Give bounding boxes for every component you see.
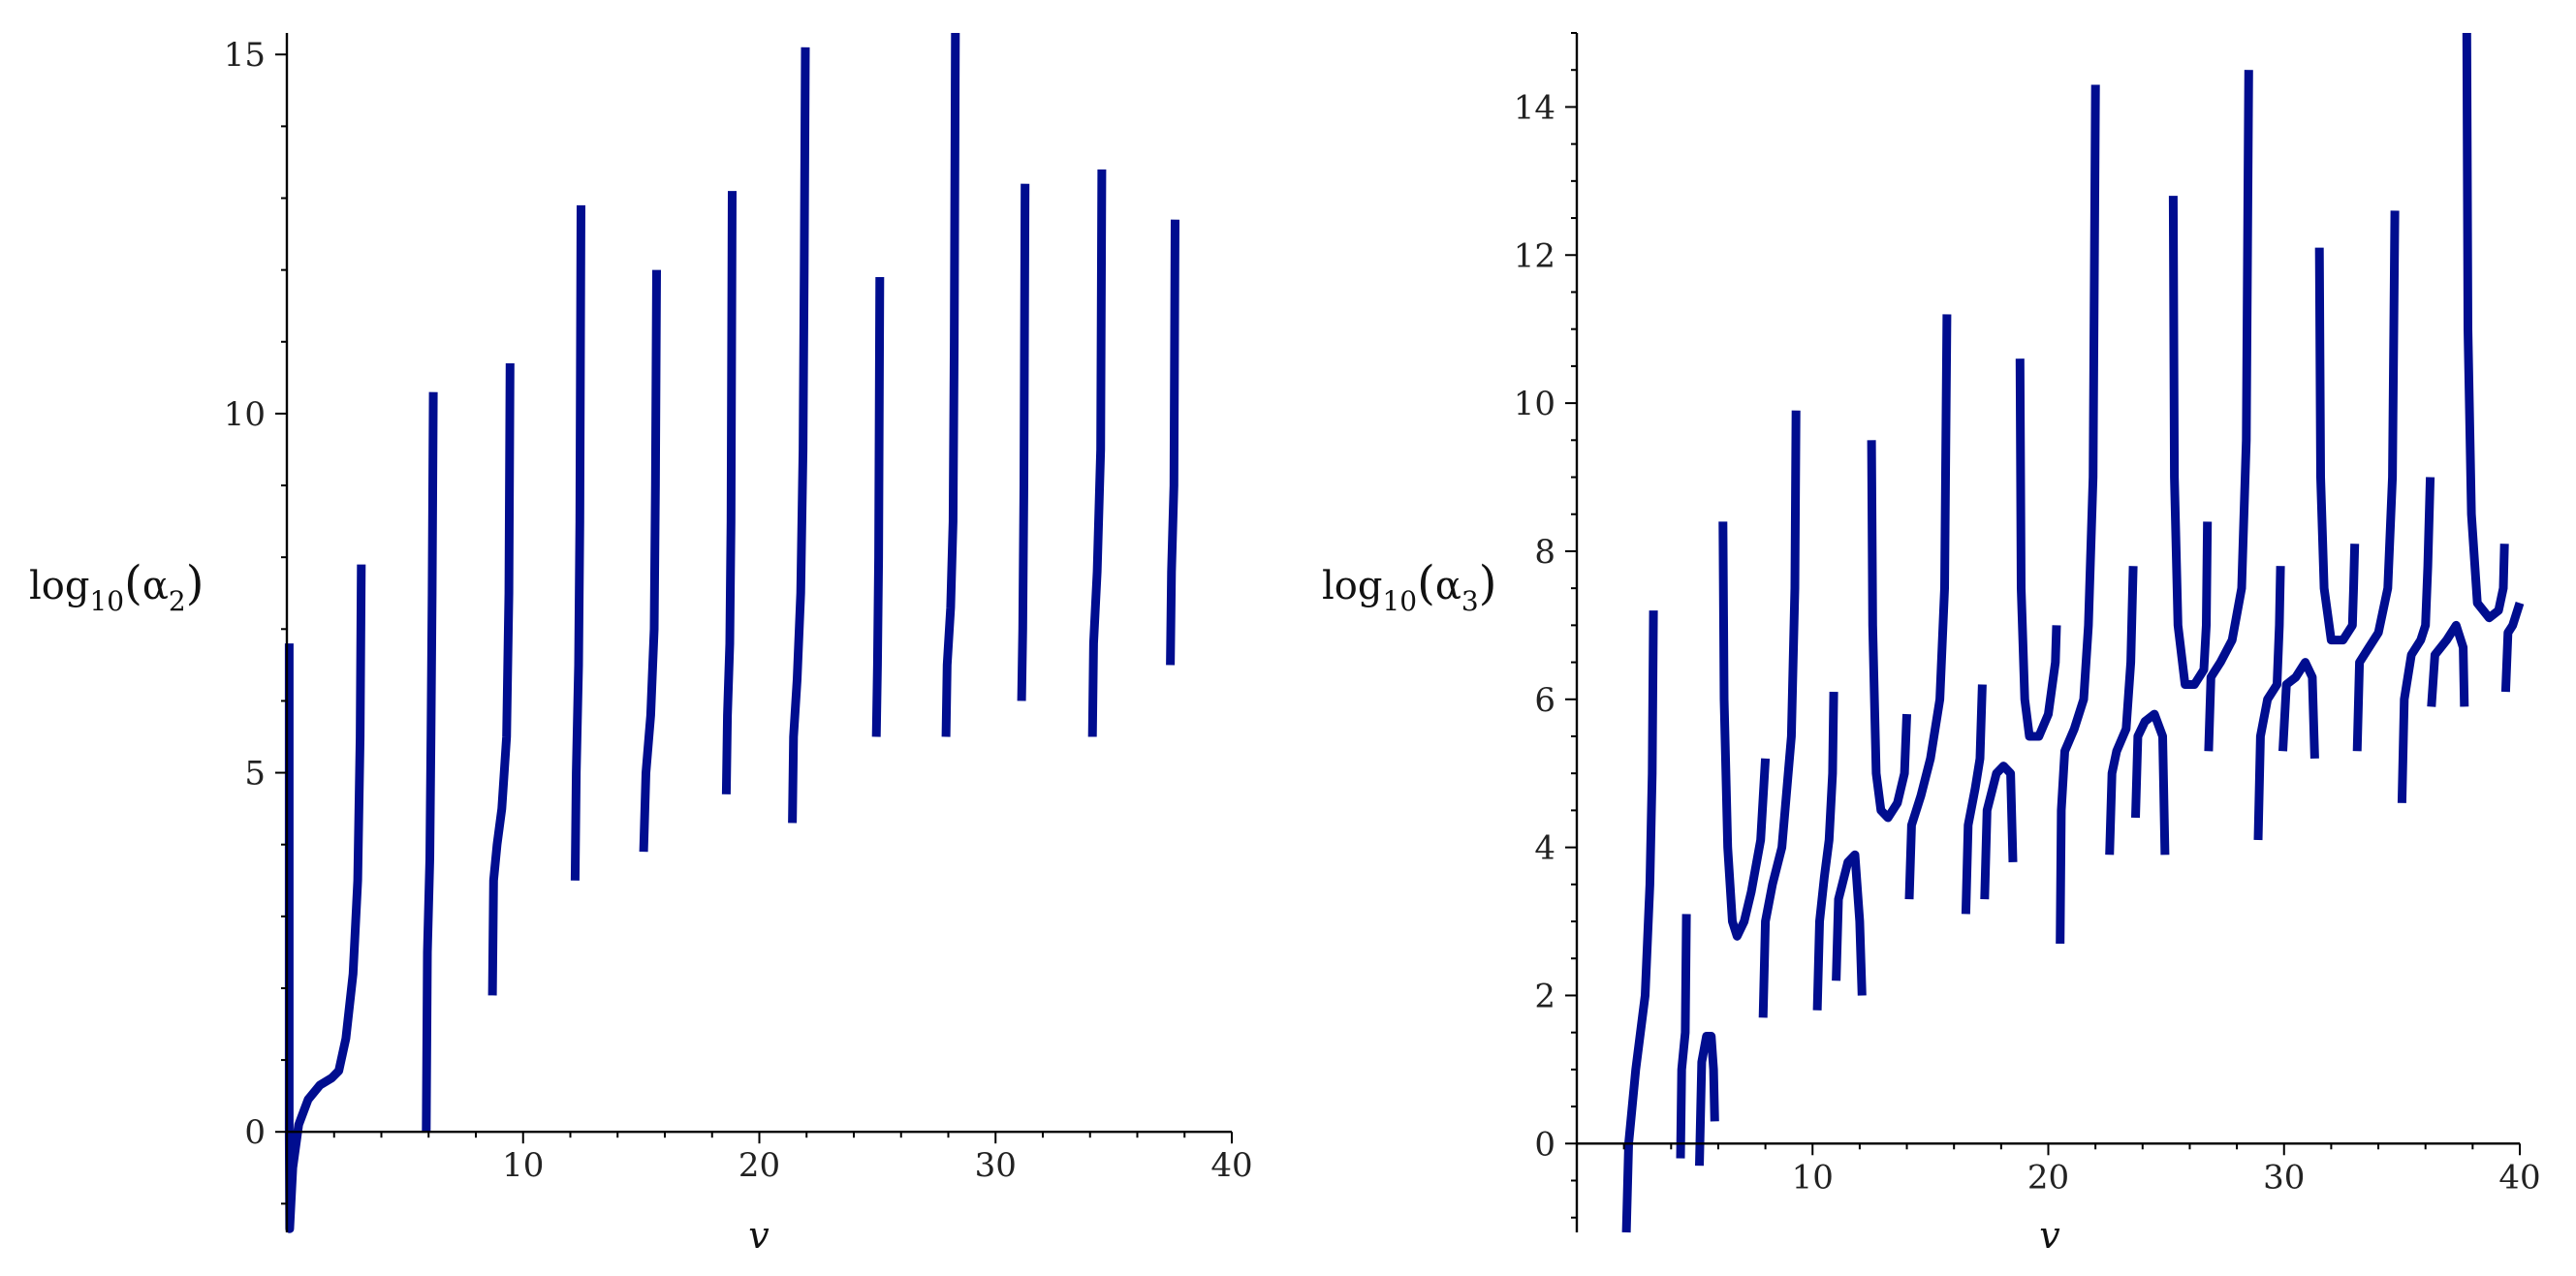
left-y-tick-label: 5 [244, 755, 266, 794]
right-series-3 [1695, 1032, 1719, 1167]
left-series-12 [1166, 219, 1179, 666]
left-x-tick-label: 20 [738, 1146, 780, 1185]
right-y-label-paren-open: ( [1417, 556, 1435, 610]
right-series-11 [1980, 762, 2018, 900]
left-y-axis-label: log10(α2) [29, 556, 204, 617]
right-series-12 [2015, 358, 2061, 741]
right-x-tick-label: 10 [1792, 1158, 1834, 1197]
right-x-axis-label: v [2039, 1214, 2060, 1257]
left-series-10 [1017, 183, 1030, 701]
left-x-tick-label: 10 [502, 1146, 544, 1185]
left-series-11 [1087, 169, 1107, 737]
left-series-5 [639, 269, 661, 853]
right-series-7 [1832, 850, 1867, 996]
right-y-tick-label: 2 [1534, 977, 1555, 1015]
left-y-label-paren-close: ) [186, 556, 204, 610]
left-y-label-base: 10 [89, 585, 124, 617]
right-series-19 [2278, 658, 2319, 760]
right-y-label-log: log [1322, 564, 1382, 608]
right-y-tick-label: 10 [1514, 385, 1555, 423]
right-series-23 [2427, 620, 2469, 707]
left-ticks: 10 20 30 40 0 5 10 15 [224, 36, 1253, 1205]
left-series-group [284, 32, 1179, 1233]
left-y-tick-label: 0 [244, 1113, 266, 1152]
left-series-3 [487, 362, 515, 996]
right-series-13 [2056, 84, 2100, 945]
right-y-tick-label: 0 [1534, 1125, 1555, 1164]
right-series-2 [1676, 914, 1691, 1159]
right-series-14 [2105, 566, 2138, 856]
right-series-1 [1621, 610, 1658, 1233]
right-series-15 [2131, 709, 2170, 856]
right-series-18 [2253, 566, 2285, 841]
right-series-22 [2397, 477, 2435, 803]
right-y-tick-label: 8 [1534, 533, 1555, 572]
left-series-4 [570, 204, 585, 881]
right-series-24 [2462, 32, 2509, 623]
right-series-16 [2168, 196, 2213, 689]
right-x-tick-label: 40 [2498, 1158, 2540, 1197]
left-series-7 [788, 47, 810, 824]
right-series-17 [2204, 70, 2253, 752]
left-y-tick-label: 10 [224, 395, 266, 434]
left-x-axis-label: v [748, 1214, 770, 1257]
right-series-9 [1904, 314, 1952, 900]
right-ticks: 10 20 30 40 0 2 4 6 8 10 12 14 [1514, 32, 2541, 1219]
right-series-4 [1718, 521, 1771, 941]
right-y-axis-label: log10(α3) [1322, 556, 1496, 617]
left-y-tick-label: 15 [224, 36, 266, 75]
right-series-10 [1961, 684, 1987, 915]
left-x-tick-label: 30 [975, 1146, 1017, 1185]
right-x-tick-label: 20 [2027, 1158, 2069, 1197]
right-y-tick-label: 12 [1514, 236, 1555, 275]
right-series-5 [1758, 410, 1801, 1018]
right-y-label-base: 10 [1382, 585, 1417, 617]
left-series-9 [941, 32, 960, 737]
right-series-6 [1812, 692, 1838, 1011]
left-y-label-alpha: α [142, 564, 169, 608]
left-y-label-paren-open: ( [124, 556, 142, 610]
right-series-25 [2500, 602, 2525, 693]
right-y-label-paren-close: ) [1479, 556, 1497, 610]
right-y-label-alpha-sub: 3 [1461, 585, 1479, 617]
right-y-tick-label: 6 [1534, 681, 1555, 720]
left-series-8 [871, 276, 885, 737]
right-series-20 [2314, 247, 2360, 645]
left-x-tick-label: 40 [1210, 1146, 1252, 1185]
right-series-21 [2352, 210, 2400, 752]
right-x-tick-label: 30 [2263, 1158, 2305, 1197]
left-y-label-log: log [29, 564, 89, 608]
right-y-tick-label: 14 [1514, 88, 1555, 127]
right-series-8 [1867, 440, 1911, 823]
left-series-1 [284, 564, 366, 1233]
right-series-group [1621, 32, 2525, 1233]
left-y-label-alpha-sub: 2 [169, 585, 186, 617]
left-series-2 [422, 391, 438, 1133]
left-series-6 [721, 191, 737, 794]
right-y-label-alpha: α [1435, 564, 1461, 608]
right-y-tick-label: 4 [1534, 829, 1555, 868]
